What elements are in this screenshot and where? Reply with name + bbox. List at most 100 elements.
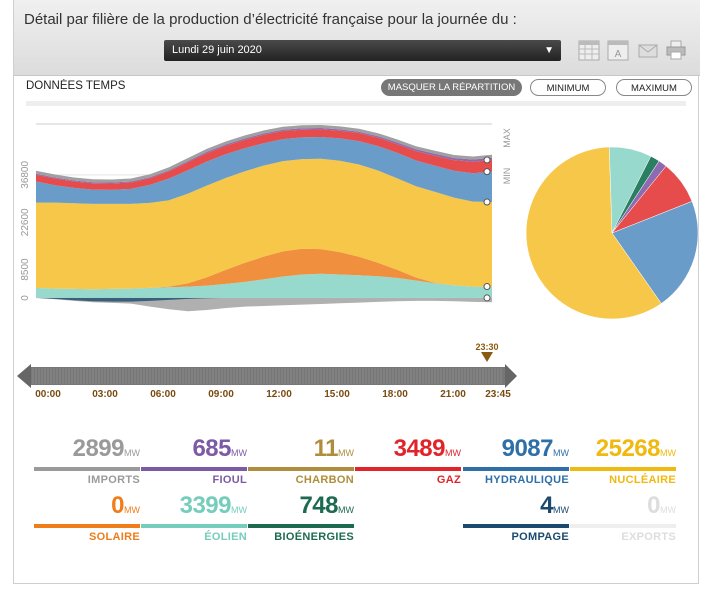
imports-bar <box>34 467 140 471</box>
solaire-bar <box>34 524 140 528</box>
exports-unit: MW <box>660 505 676 515</box>
charbon-bar <box>248 467 354 471</box>
series-end-marker[interactable] <box>483 156 491 164</box>
pie-slice-gaz <box>611 165 693 234</box>
fioul-bar <box>141 467 247 471</box>
timeline-tick-label: 06:00 <box>150 389 176 400</box>
pompage-value: 4 <box>540 492 553 519</box>
y-tick-label: 22600 <box>20 208 31 236</box>
bioenergies-unit: MW <box>338 505 354 515</box>
stat-solaire: 0MW SOLAIRE <box>34 493 140 543</box>
chevron-down-icon: ▼ <box>544 45 554 56</box>
gaz-label: GAZ <box>436 474 461 486</box>
imports-unit: MW <box>124 448 140 458</box>
area-gaz <box>36 129 492 190</box>
hide-breakdown-button[interactable]: MASQUER LA RÉPARTITION <box>381 79 522 96</box>
stat-gaz: 3489MW GAZ <box>355 436 461 486</box>
area-imports <box>36 297 492 312</box>
solaire-label: SOLAIRE <box>89 531 140 543</box>
gaz-value: 3489 <box>393 435 446 462</box>
gaz-unit: MW <box>445 448 461 458</box>
timeline-tick-label: 00:00 <box>35 389 61 400</box>
eolien-unit: MW <box>231 505 247 515</box>
date-dropdown[interactable]: Lundi 29 juin 2020 ▼ <box>164 40 561 61</box>
series-end-marker[interactable] <box>483 198 491 206</box>
cursor-time-label: 23:30 <box>475 342 498 352</box>
hydraulique-value: 9087 <box>501 435 554 462</box>
gaz-bar <box>355 467 461 471</box>
nucleaire-value: 25268 <box>595 435 661 462</box>
chart-areas <box>36 125 492 312</box>
divider <box>26 101 686 106</box>
stat-fioul: 685MW FIOUL <box>141 436 247 486</box>
page-title: Détail par filière de la production d’él… <box>24 11 517 28</box>
scroll-left-icon[interactable] <box>17 364 31 388</box>
stat-value: 2899MW <box>34 436 140 466</box>
series-end-marker[interactable] <box>483 294 491 302</box>
scroll-right-icon[interactable] <box>505 364 517 388</box>
calendar-icon[interactable] <box>577 38 601 62</box>
svg-text:A: A <box>615 49 622 60</box>
print-icon[interactable] <box>664 38 688 62</box>
nucleaire-bar <box>570 467 676 471</box>
stat-pompage: 4MW POMPAGE <box>463 493 569 543</box>
imports-value: 2899 <box>72 435 125 462</box>
stat-eolien: 3399MW ÉOLIEN <box>141 493 247 543</box>
eolien-bar <box>141 524 247 528</box>
timeline-tick-label: 18:00 <box>382 389 408 400</box>
exports-bar <box>570 524 676 528</box>
pompage-bar <box>463 524 569 528</box>
timeline-tick-label: 15:00 <box>324 389 350 400</box>
stat-bioenergies: 748MW BIOÉNERGIES <box>248 493 354 543</box>
cursor-marker-icon[interactable] <box>481 352 493 362</box>
area-éolien <box>36 273 492 298</box>
timeline-tick-label: 21:00 <box>440 389 466 400</box>
area-solaire <box>36 248 492 290</box>
production-area-chart[interactable]: 0 8500 22600 36800 MAX MIN <box>14 110 514 342</box>
stat-charbon: 11MW CHARBON <box>248 436 354 486</box>
area-pompage <box>36 297 492 302</box>
chart-end-markers <box>483 156 491 302</box>
production-panel: Détail par filière de la production d’él… <box>13 0 700 584</box>
stat-nucleaire: 25268MW NUCLÉAIRE <box>570 436 676 486</box>
calendar-month-icon[interactable]: A <box>606 38 630 62</box>
min-label: MIN <box>502 168 512 185</box>
series-end-marker[interactable] <box>483 283 491 291</box>
area-hydraulique <box>36 137 492 204</box>
production-pie-chart <box>525 146 699 320</box>
timeline-tick-label: 23:45 <box>485 389 511 400</box>
realtime-data-label: DONNÉES TEMPS RÉEL <box>26 80 126 92</box>
pie-slice-hydraulique <box>611 200 699 304</box>
y-tick-label: 0 <box>20 295 31 301</box>
solaire-value: 0 <box>111 492 124 519</box>
hydraulique-unit: MW <box>553 448 569 458</box>
nucleaire-label: NUCLÉAIRE <box>609 474 676 486</box>
maximum-button[interactable]: MAXIMUM <box>616 79 692 96</box>
stat-hydraulique: 9087MW HYDRAULIQUE <box>463 436 569 486</box>
exports-value: 0 <box>647 492 660 519</box>
minimum-button[interactable]: MINIMUM <box>530 79 606 96</box>
timeline-tick-label: 09:00 <box>208 389 234 400</box>
imports-label: IMPORTS <box>87 474 140 486</box>
timeline-tick-label: 03:00 <box>92 389 118 400</box>
bioenergies-bar <box>248 524 354 528</box>
time-slider[interactable]: 23:30 00:00 03:00 06:00 09:00 12:00 15:00 18:00… <box>17 340 517 402</box>
eolien-label: ÉOLIEN <box>204 531 247 543</box>
hydraulique-label: HYDRAULIQUE <box>485 474 569 486</box>
fioul-unit: MW <box>231 448 247 458</box>
pie-slice-nucléaire <box>525 146 662 320</box>
timeline-tick-label: 12:00 <box>266 389 292 400</box>
series-end-marker[interactable] <box>483 168 491 176</box>
pompage-label: POMPAGE <box>511 531 569 543</box>
charbon-label: CHARBON <box>295 474 354 486</box>
y-tick-label: 36800 <box>20 161 31 189</box>
fioul-value: 685 <box>192 435 231 462</box>
max-label: MAX <box>502 128 512 148</box>
pompage-unit: MW <box>553 505 569 515</box>
date-value: Lundi 29 juin 2020 <box>172 44 262 56</box>
panel-header: Détail par filière de la production d’él… <box>14 0 700 76</box>
bioenergies-value: 748 <box>299 492 338 519</box>
fioul-label: FIOUL <box>212 474 247 486</box>
email-icon[interactable] <box>636 38 660 62</box>
hydraulique-bar <box>463 467 569 471</box>
